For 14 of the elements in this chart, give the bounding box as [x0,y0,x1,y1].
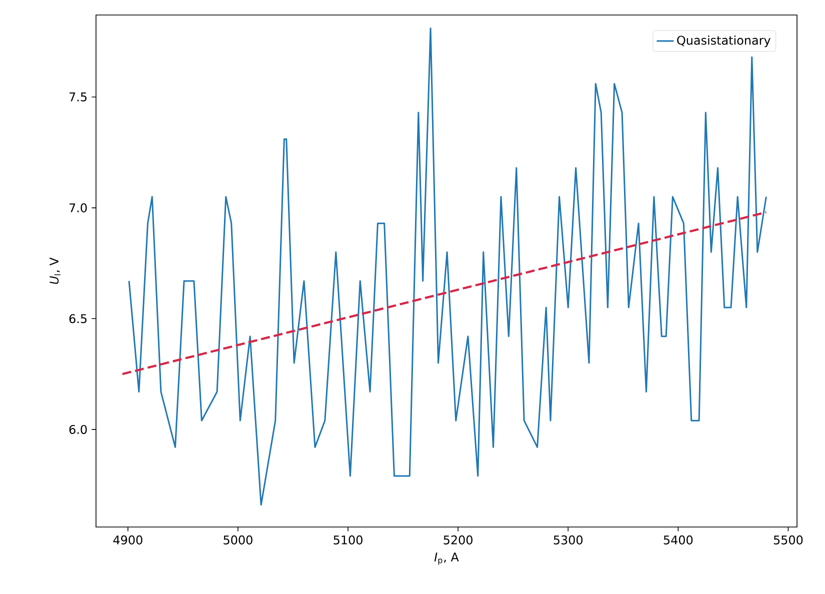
y-tick-label: 6.5 [69,314,87,324]
x-tick-label: 5500 [774,535,803,544]
x-tick-label: 5200 [444,535,472,544]
x-axis-title: I$_{p}$, A [434,552,459,565]
x-tick-label: 5400 [664,535,693,544]
y-axis-title: U$_{l}$, V [50,257,60,284]
legend-label: Quasistationary [677,36,770,48]
y-tick-label: 7.0 [70,203,87,212]
y-tick-label: 6.0 [69,424,87,434]
y-tick-label: 7.5 [70,92,87,102]
x-tick-label: 5300 [554,535,583,544]
x-tick-label: 4900 [113,535,142,544]
x-tick-label: 5000 [224,535,252,544]
x-tick-label: 5100 [334,535,362,544]
